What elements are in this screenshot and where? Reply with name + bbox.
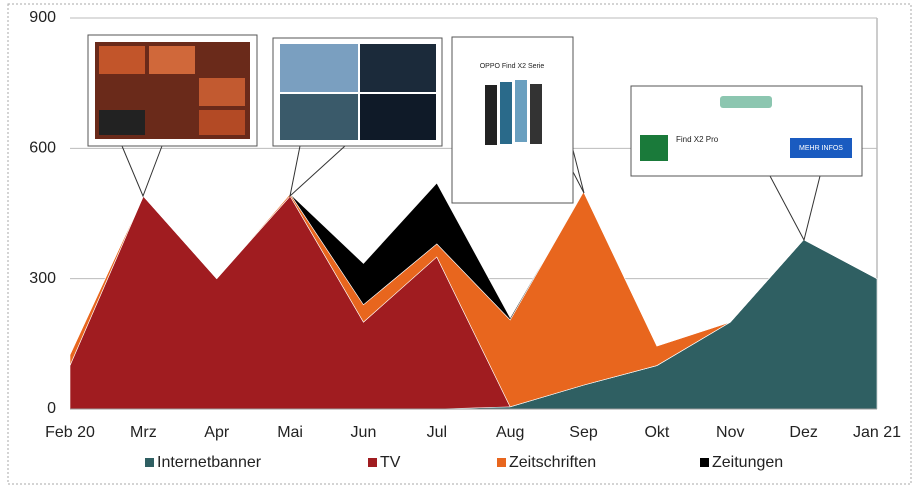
ad-photo bbox=[485, 85, 497, 145]
x-tick-label: Dez bbox=[789, 424, 817, 441]
ad-logo bbox=[640, 135, 668, 161]
x-tick-label: Feb 20 bbox=[45, 424, 95, 441]
x-tick-label: Apr bbox=[204, 424, 230, 441]
ad-photo bbox=[720, 96, 772, 108]
ad-photo bbox=[199, 78, 245, 106]
x-tick-label: Jul bbox=[427, 424, 447, 441]
x-tick-label: Aug bbox=[496, 424, 524, 441]
ad-photo bbox=[280, 94, 358, 140]
x-tick-label: Okt bbox=[644, 424, 669, 441]
legend-swatch bbox=[497, 458, 506, 467]
ad-button bbox=[790, 138, 852, 158]
ad-photo bbox=[199, 110, 245, 135]
y-tick-label: 900 bbox=[29, 9, 56, 26]
y-tick-label: 600 bbox=[29, 140, 56, 157]
plot bbox=[69, 17, 878, 410]
legend-label: Internetbanner bbox=[157, 454, 262, 471]
ad-photo bbox=[99, 110, 145, 135]
ad-photo bbox=[500, 82, 512, 144]
x-tick-label: Sep bbox=[569, 424, 598, 441]
x-tick-label: Mai bbox=[277, 424, 303, 441]
x-tick-label: Mrz bbox=[130, 424, 157, 441]
legend-swatch bbox=[368, 458, 377, 467]
callout-line bbox=[769, 175, 821, 242]
annotation: Find X2 Pro bbox=[676, 135, 719, 144]
ad-photo bbox=[280, 44, 358, 92]
frame bbox=[7, 3, 912, 485]
callouts: OPPO Find X2 Serie Find X2 Pro MEHR INFO… bbox=[87, 34, 863, 242]
legend-label: TV bbox=[380, 454, 401, 471]
callout-line bbox=[571, 149, 585, 194]
callout-line bbox=[289, 145, 346, 198]
annotation: OPPO Find X2 Serie bbox=[480, 63, 545, 70]
callout-line bbox=[121, 145, 163, 198]
x-tick-label: Jun bbox=[351, 424, 377, 441]
ad-photo bbox=[530, 84, 542, 144]
legend-label: Zeitungen bbox=[712, 454, 783, 471]
ad-image bbox=[451, 36, 574, 204]
ad-photo bbox=[515, 80, 527, 142]
legend-swatch bbox=[145, 458, 154, 467]
legend-swatch bbox=[700, 458, 709, 467]
ad-photo bbox=[99, 46, 145, 74]
y-tick-label: 0 bbox=[47, 400, 56, 417]
ad-photo bbox=[360, 44, 436, 92]
x-tick-label: Nov bbox=[716, 424, 744, 441]
legend-label: Zeitschriften bbox=[509, 454, 596, 471]
ad-photo bbox=[360, 94, 436, 140]
ad-photo bbox=[149, 46, 195, 74]
y-tick-label: 300 bbox=[29, 270, 56, 287]
x-tick-label: Jan 21 bbox=[853, 424, 901, 441]
annotation: MEHR INFOS bbox=[799, 145, 843, 152]
